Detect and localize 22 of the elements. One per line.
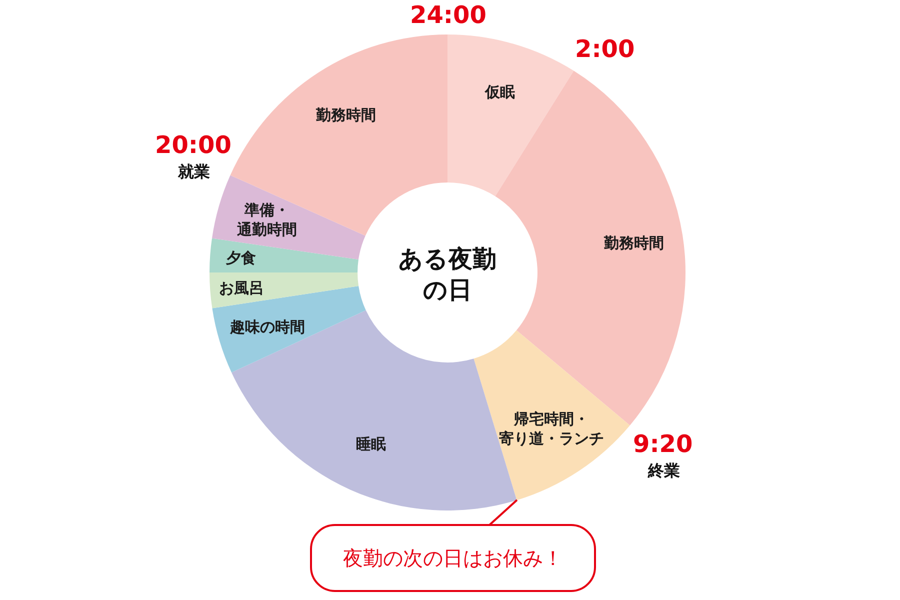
text: 夜勤の次の日はお休み！ [343,546,563,570]
slice-label: 帰宅時間・寄り道・ランチ [499,410,604,448]
text: 終業 [647,461,680,480]
slice-label: 夕食 [225,249,256,267]
text: 9:20 [633,430,693,458]
slice-label: お風呂 [219,279,264,297]
slice-label: 勤務時間 [315,106,376,124]
slice-label: 準備・通勤時間 [236,201,297,238]
text: 2:00 [575,35,635,63]
donut-slice [448,34,574,196]
donut-slice [210,272,359,308]
donut-slice [230,34,448,236]
slice-label: 趣味の時間 [229,318,305,336]
text: 就業 [177,162,210,181]
slice-label: 仮眠 [484,83,515,101]
text: 24:00 [410,1,486,29]
text: 20:00 [155,131,232,159]
text: ある夜勤の日 [398,244,496,304]
donut-slice [474,330,630,500]
slice-label: 勤務時間 [603,234,664,252]
donut-slice [210,238,358,272]
slice-label: 睡眠 [356,435,386,453]
